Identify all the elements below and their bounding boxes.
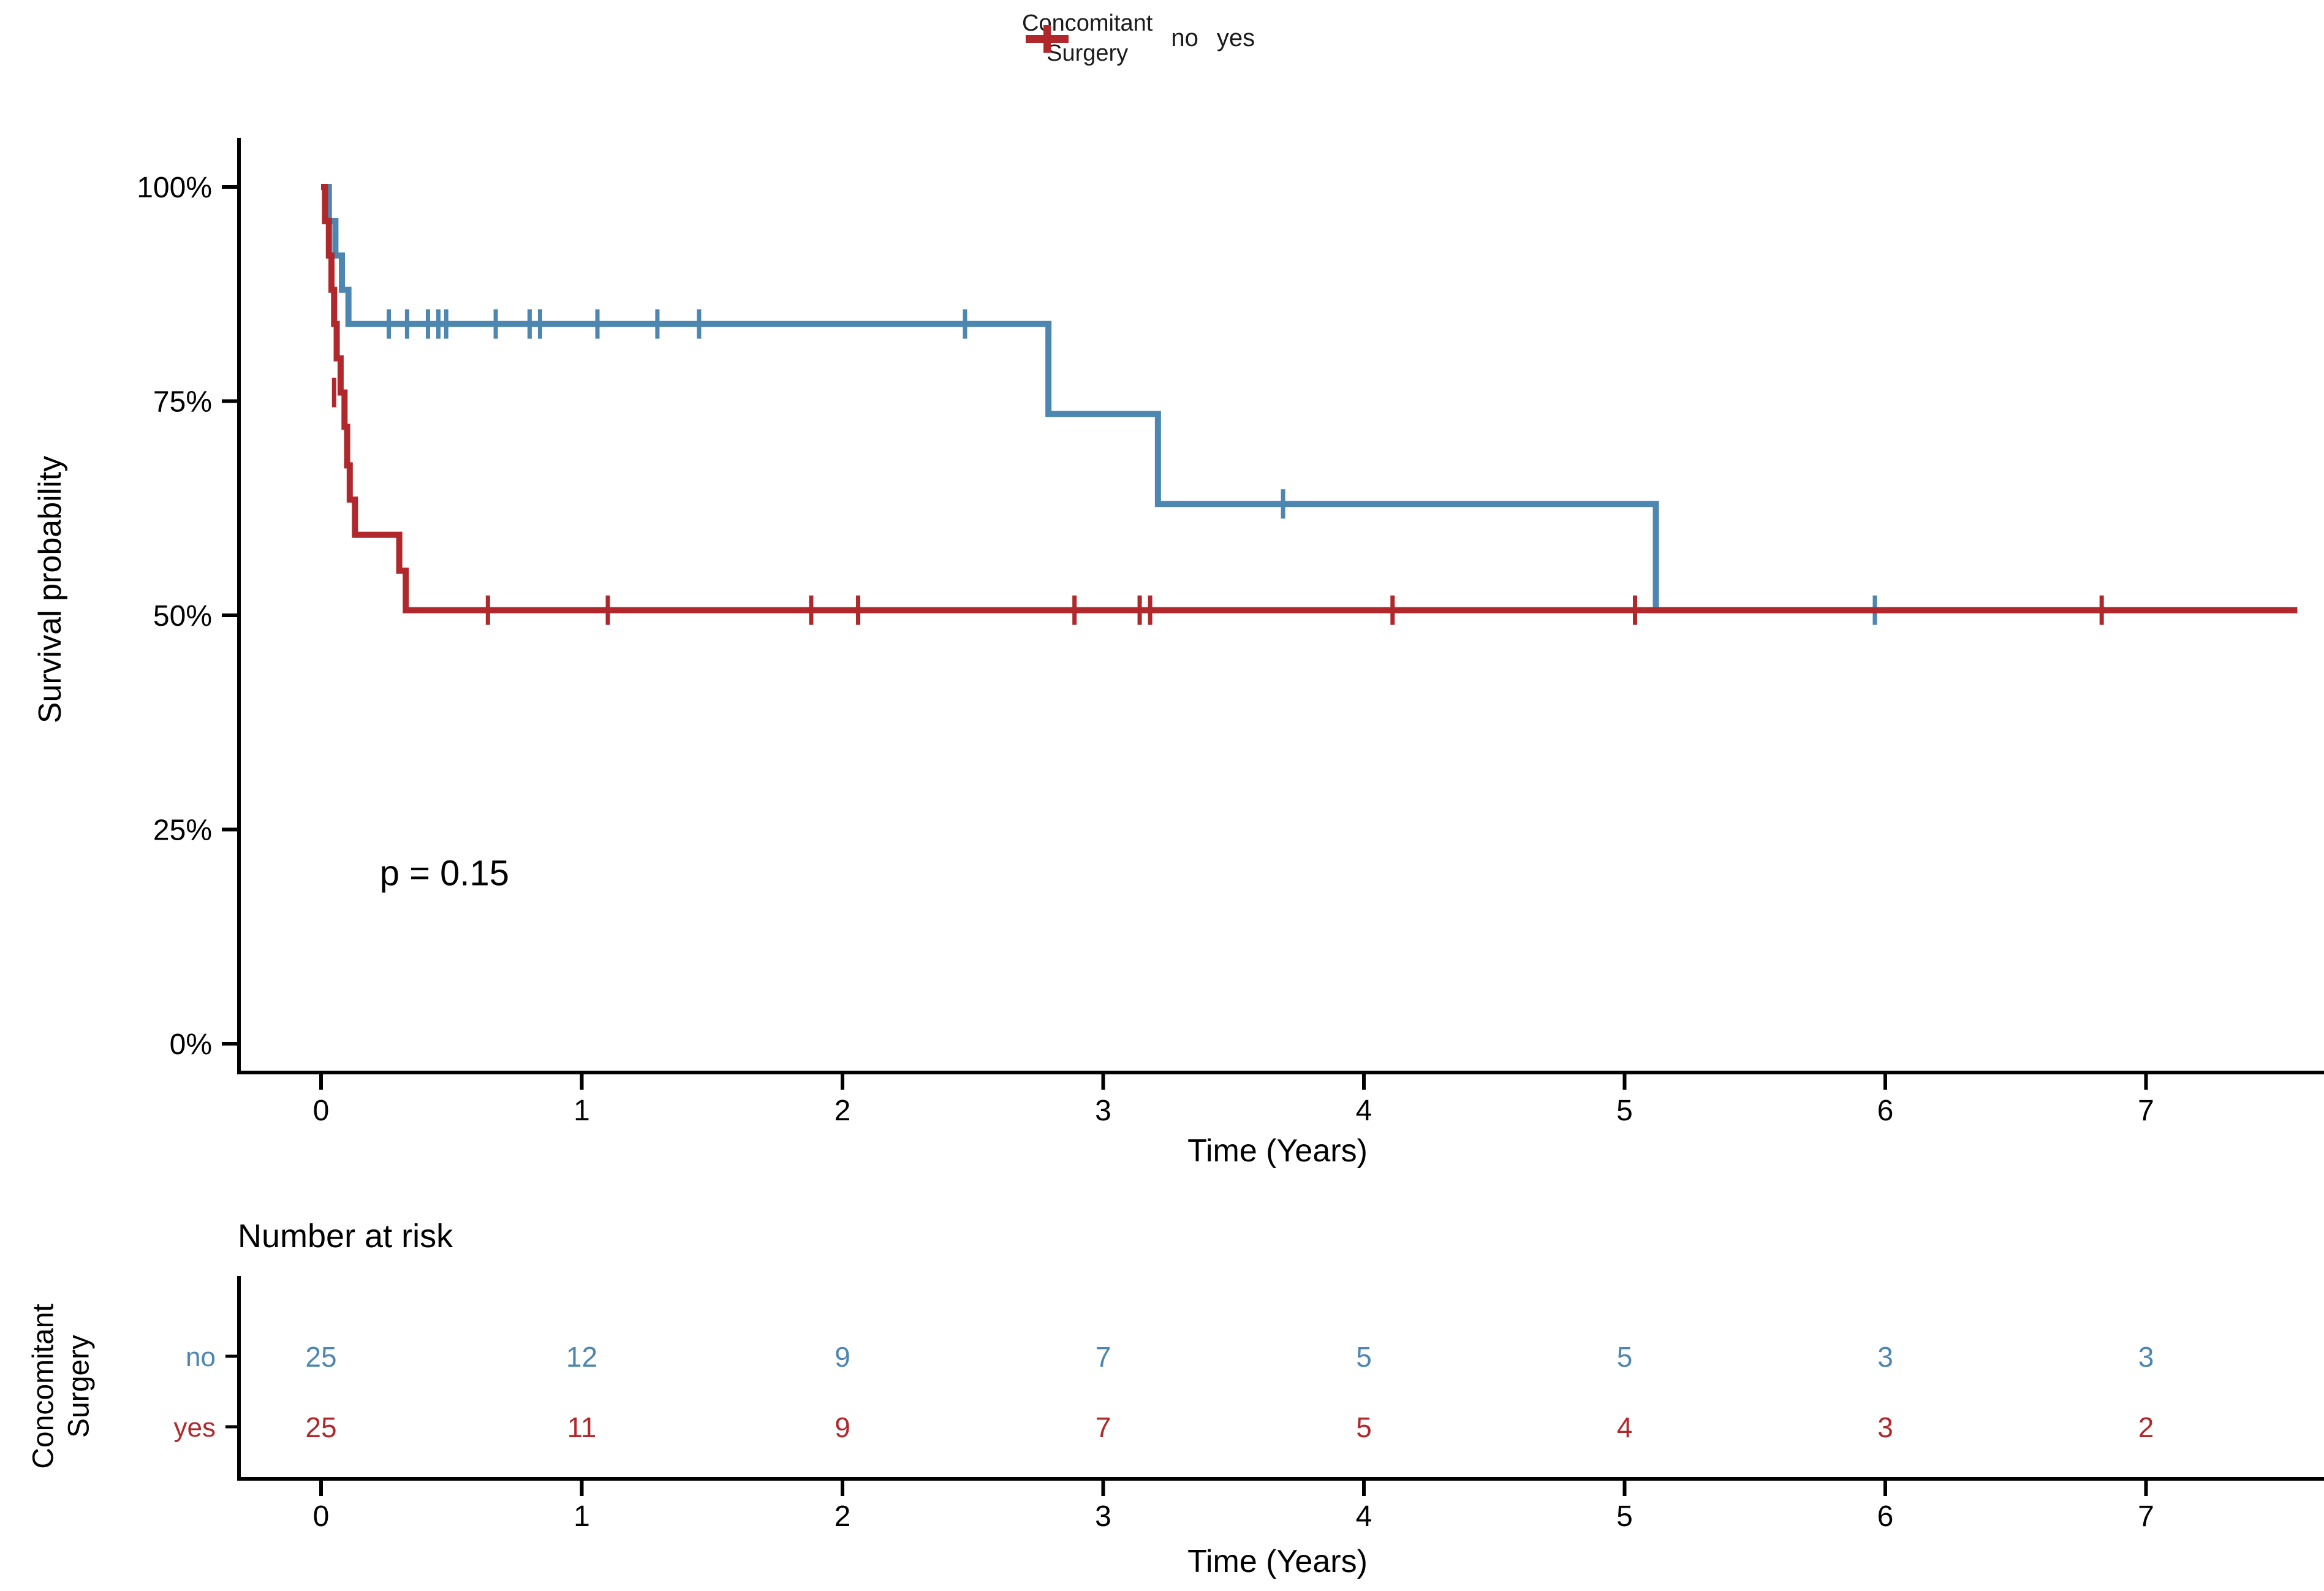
risk-count-no: 25 (305, 1341, 336, 1373)
risk-count-yes: 7 (1096, 1411, 1111, 1443)
risk-table-title: Number at risk (238, 1218, 453, 1255)
x-tick-label: 3 (1095, 1095, 1111, 1127)
risk-count-no: 9 (835, 1341, 850, 1373)
legend-label-no: no (1171, 25, 1198, 52)
risk-table-axis-title-line2: Surgery (62, 1334, 95, 1438)
x-tick-label: 2 (835, 1095, 851, 1127)
risk-count-yes: 3 (1877, 1411, 1893, 1443)
risk-count-yes: 9 (835, 1411, 850, 1443)
y-tick-label: 0% (170, 1028, 212, 1061)
y-tick-label: 100% (137, 172, 212, 204)
y-tick-label: 25% (153, 814, 212, 847)
x-axis-title: Time (Years) (1187, 1133, 1368, 1169)
p-value-annotation: p = 0.15 (380, 853, 509, 893)
risk-table-axis-title-line1: Concomitant (27, 1304, 60, 1469)
legend: Concomitant Surgery no yes (1022, 9, 1255, 68)
risk-table-axis-title: Concomitant Surgery (26, 1304, 96, 1468)
legend-item-yes: yes (1026, 25, 1255, 53)
risk-row-label-no: no (186, 1342, 216, 1372)
km-curve-yes (321, 184, 2298, 613)
plus-key-icon (1026, 25, 1069, 53)
risk-x-tick-label: 0 (313, 1500, 330, 1533)
risk-count-no: 5 (1356, 1341, 1372, 1373)
risk-count-yes: 11 (567, 1411, 597, 1443)
x-tick-label: 5 (1616, 1095, 1633, 1127)
risk-count-no: 3 (2138, 1341, 2154, 1373)
risk-x-tick-label: 2 (835, 1500, 851, 1533)
x-tick-label: 7 (2138, 1095, 2154, 1127)
risk-count-yes: 4 (1617, 1411, 1633, 1443)
risk-count-no: 5 (1617, 1341, 1633, 1373)
risk-x-tick-label: 6 (1877, 1500, 1894, 1533)
x-tick-label: 6 (1877, 1095, 1894, 1127)
x-tick-label: 0 (313, 1095, 330, 1127)
y-tick-label: 75% (153, 386, 212, 419)
x-tick-label: 1 (573, 1095, 590, 1127)
y-axis-title: Survival probability (32, 455, 68, 724)
km-plot: 0% 25% 50% 75% 100% 0 1 2 3 4 5 6 7 p = 0.15 (137, 138, 2324, 1127)
risk-count-yes: 2 (2138, 1411, 2154, 1443)
legend-title-line2: Surgery (1047, 40, 1129, 66)
risk-x-tick-label: 1 (573, 1500, 590, 1533)
y-tick-label: 50% (153, 600, 212, 632)
risk-row-label-yes: yes (174, 1413, 216, 1443)
risk-x-tick-label: 4 (1356, 1500, 1372, 1533)
risk-x-tick-label: 3 (1095, 1500, 1111, 1533)
risk-count-no: 3 (1877, 1341, 1893, 1373)
x-tick-label: 4 (1356, 1095, 1372, 1127)
km-curve-no (321, 184, 2298, 613)
risk-x-tick-label: 5 (1616, 1500, 1633, 1533)
risk-x-tick-label: 7 (2138, 1500, 2154, 1533)
risk-count-yes: 5 (1356, 1411, 1372, 1443)
legend-label-yes: yes (1216, 25, 1255, 52)
risk-count-yes: 25 (305, 1411, 336, 1443)
legend-item-no: no (1026, 25, 1198, 53)
risk-table-x-axis-title: Time (Years) (1187, 1544, 1368, 1579)
risk-count-no: 7 (1096, 1341, 1111, 1373)
risk-count-no: 12 (566, 1341, 597, 1373)
